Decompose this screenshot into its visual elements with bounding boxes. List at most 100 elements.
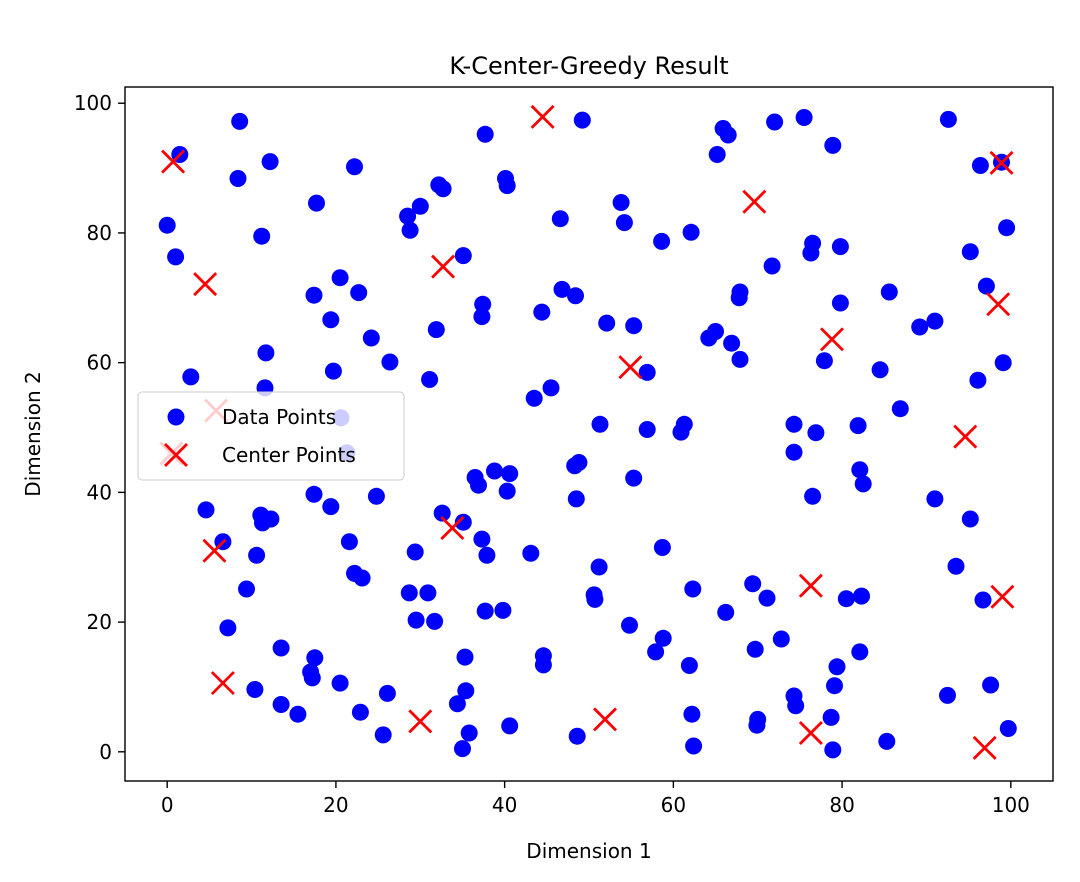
data-point bbox=[744, 575, 762, 593]
data-point bbox=[238, 580, 255, 598]
y-tick-label: 0 bbox=[99, 740, 112, 764]
data-point bbox=[971, 157, 989, 174]
data-point bbox=[331, 269, 349, 287]
series-data-points bbox=[158, 109, 1017, 759]
data-point bbox=[880, 283, 898, 301]
data-point bbox=[977, 277, 995, 295]
data-point bbox=[219, 619, 237, 637]
plot-frame bbox=[124, 86, 1054, 782]
data-point bbox=[322, 311, 340, 329]
data-point bbox=[473, 530, 491, 548]
y-tick-label: 40 bbox=[87, 480, 112, 504]
data-point bbox=[939, 686, 956, 704]
data-point bbox=[272, 696, 290, 713]
data-point bbox=[854, 475, 872, 493]
data-point bbox=[878, 732, 896, 750]
data-point bbox=[871, 361, 889, 379]
data-point bbox=[305, 485, 323, 503]
data-point bbox=[586, 590, 604, 608]
data-point bbox=[308, 194, 325, 212]
data-point bbox=[346, 158, 363, 176]
legend-data-points-marker bbox=[167, 408, 185, 426]
data-point bbox=[625, 317, 643, 335]
data-point bbox=[419, 584, 437, 602]
x-tick-label: 0 bbox=[161, 793, 174, 817]
legend-data-points-label: Data Points bbox=[222, 405, 336, 429]
data-point bbox=[374, 726, 392, 744]
data-point bbox=[400, 584, 418, 602]
data-point bbox=[454, 513, 472, 531]
center-point bbox=[431, 254, 456, 279]
data-point bbox=[684, 580, 702, 598]
data-point bbox=[824, 741, 842, 759]
data-point bbox=[406, 543, 424, 561]
legend-center-points-marker bbox=[164, 443, 188, 467]
data-point bbox=[748, 716, 766, 734]
data-point bbox=[947, 557, 965, 575]
data-point bbox=[717, 603, 735, 621]
data-point bbox=[289, 705, 307, 723]
data-point bbox=[567, 287, 584, 305]
data-point bbox=[498, 482, 516, 500]
x-tick-label: 60 bbox=[661, 793, 686, 817]
data-point bbox=[831, 294, 849, 312]
x-tick-label: 20 bbox=[323, 793, 348, 817]
data-point bbox=[553, 280, 571, 298]
center-point bbox=[530, 104, 555, 129]
center-point bbox=[819, 327, 844, 352]
x-tick-label: 100 bbox=[992, 793, 1030, 817]
data-point bbox=[182, 368, 200, 386]
data-point bbox=[272, 639, 290, 657]
data-point bbox=[411, 197, 429, 215]
data-point bbox=[723, 334, 741, 352]
data-point bbox=[434, 180, 452, 198]
center-point bbox=[798, 573, 823, 598]
data-point bbox=[708, 146, 726, 163]
data-point bbox=[851, 461, 869, 479]
data-point bbox=[621, 616, 638, 634]
data-point bbox=[426, 612, 444, 630]
data-point bbox=[421, 371, 439, 388]
data-point bbox=[331, 674, 349, 692]
center-point bbox=[210, 671, 235, 696]
data-point bbox=[473, 308, 491, 326]
data-point bbox=[474, 295, 492, 313]
data-point bbox=[542, 379, 560, 397]
data-point bbox=[746, 640, 764, 658]
data-point bbox=[567, 490, 585, 508]
data-point bbox=[795, 109, 813, 126]
y-tick-label: 20 bbox=[87, 610, 112, 634]
data-point bbox=[758, 589, 776, 607]
data-point bbox=[804, 487, 822, 505]
data-point bbox=[653, 539, 671, 556]
data-point bbox=[551, 210, 569, 228]
data-point bbox=[476, 125, 494, 143]
data-point bbox=[763, 257, 781, 275]
center-point bbox=[202, 538, 227, 563]
data-point bbox=[568, 727, 586, 745]
data-point bbox=[891, 400, 909, 418]
data-point bbox=[501, 465, 519, 483]
center-point bbox=[990, 584, 1015, 609]
y-axis-label: Dimension 2 bbox=[21, 371, 45, 496]
data-point bbox=[367, 487, 385, 505]
data-point bbox=[460, 724, 478, 742]
data-point bbox=[501, 717, 519, 735]
data-point bbox=[261, 153, 279, 171]
data-point bbox=[573, 111, 591, 129]
data-point bbox=[926, 312, 944, 330]
legend-center-points-label: Center Points bbox=[222, 443, 356, 467]
data-point bbox=[303, 669, 321, 687]
chart-title: K-Center-Greedy Result bbox=[449, 52, 728, 80]
legend-box bbox=[137, 391, 405, 481]
y-tick-label: 100 bbox=[74, 91, 112, 115]
data-point bbox=[591, 415, 609, 433]
center-point bbox=[798, 721, 823, 745]
data-point bbox=[351, 703, 369, 721]
data-point bbox=[994, 354, 1012, 372]
data-point bbox=[590, 558, 608, 576]
y-tick-label: 60 bbox=[87, 351, 112, 375]
data-point bbox=[822, 708, 840, 726]
data-point bbox=[730, 289, 748, 307]
